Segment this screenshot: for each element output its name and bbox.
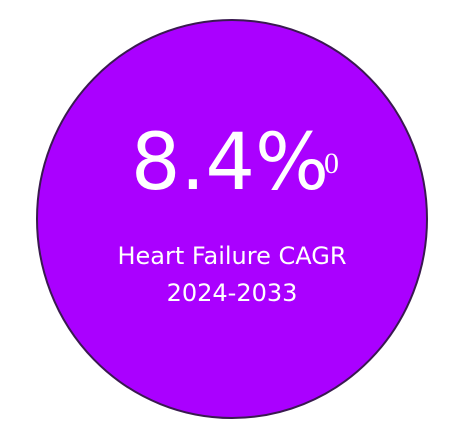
stat-superscript: 0 [324, 147, 339, 180]
stat-value: 8.4% [131, 118, 329, 208]
stat-label: Heart Failure CAGR [117, 242, 346, 270]
stat-circle [36, 19, 428, 419]
stat-period: 2024-2033 [167, 279, 298, 307]
